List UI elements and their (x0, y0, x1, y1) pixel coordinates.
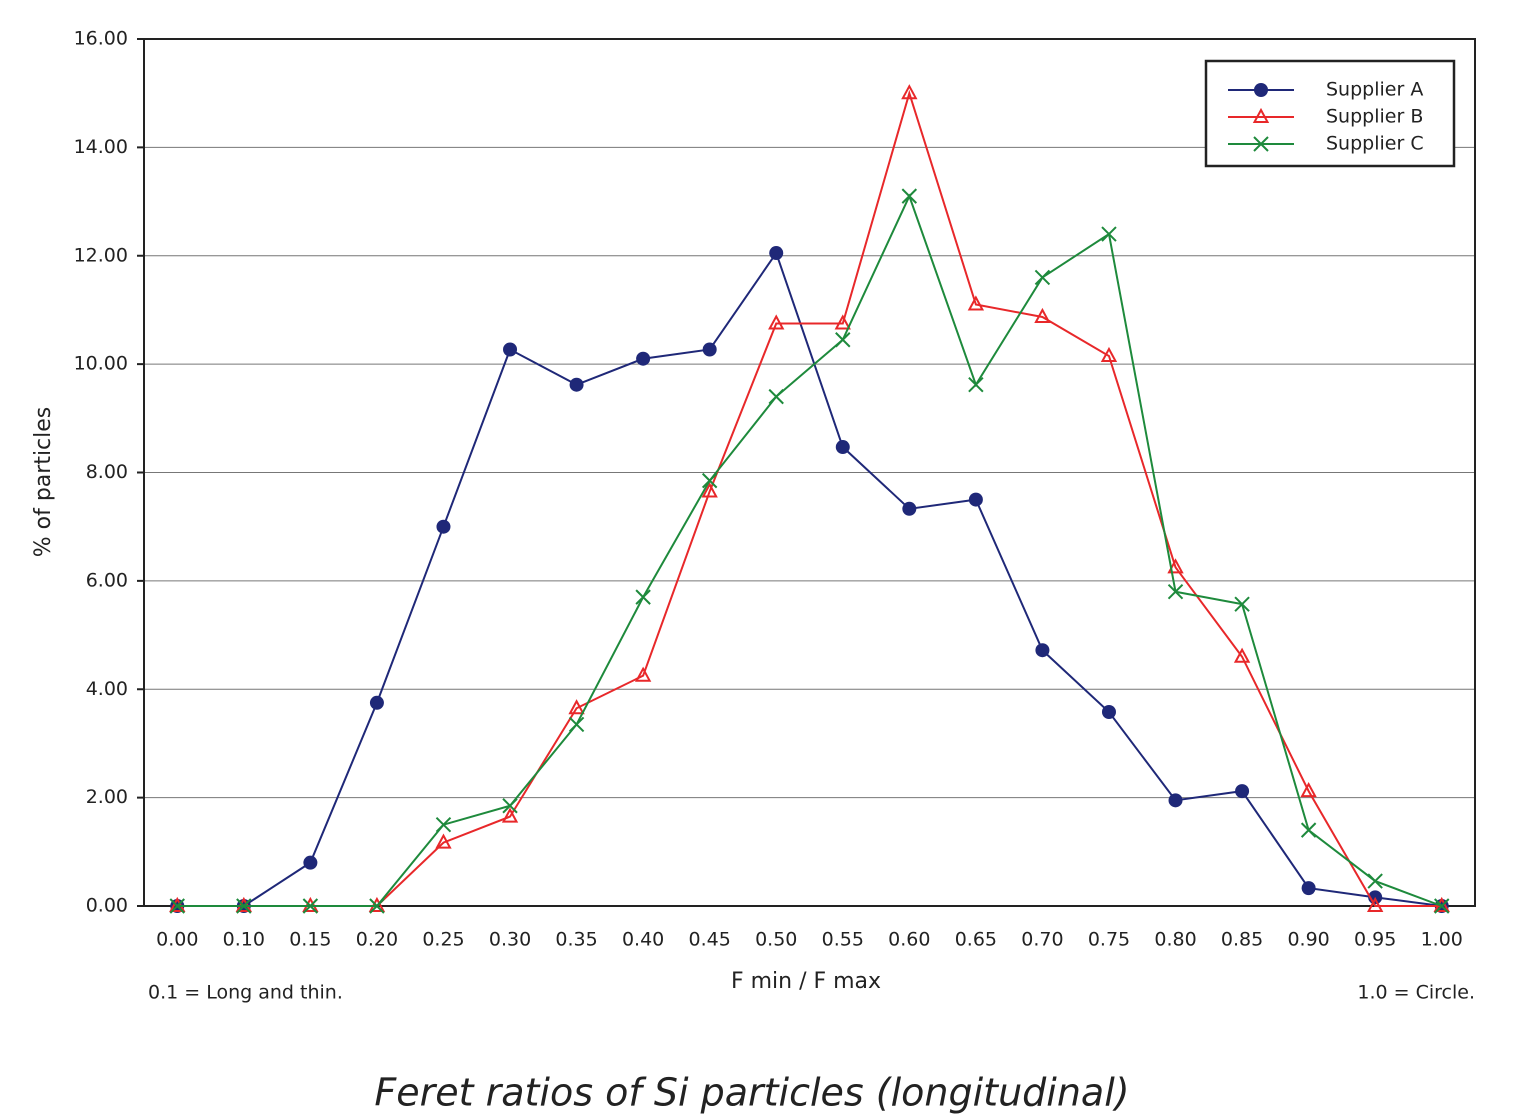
y-tick-label: 0.00 (86, 895, 128, 917)
legend-marker (1254, 83, 1268, 97)
legend-marker (1252, 107, 1270, 123)
y-tick-label: 10.00 (74, 353, 128, 375)
series-line (177, 89, 1442, 907)
marker (1035, 643, 1050, 658)
marker (635, 589, 651, 605)
y-tick-label: 14.00 (74, 136, 128, 158)
x-tick-label: 0.80 (1154, 929, 1196, 951)
x-tick-label: 0.15 (289, 929, 331, 951)
marker (834, 314, 851, 330)
x-tick-label: 0.30 (489, 929, 531, 951)
marker (1434, 898, 1450, 914)
marker (503, 342, 518, 357)
series-line (177, 250, 1442, 907)
y-tick-label: 12.00 (74, 244, 128, 266)
marker (1034, 307, 1051, 323)
marker (568, 699, 585, 715)
x-tick-label: 0.85 (1221, 929, 1263, 951)
x-tick-label: 0.70 (1021, 929, 1063, 951)
marker (835, 332, 851, 348)
marker (1101, 705, 1116, 720)
x-tick-label: 0.25 (422, 929, 464, 951)
y-tick-label: 2.00 (86, 786, 128, 808)
marker (1167, 584, 1184, 600)
marker (835, 440, 850, 455)
marker (1366, 896, 1384, 912)
marker (1233, 647, 1251, 663)
x-tick-label: 0.75 (1088, 929, 1130, 951)
x-tick-label: 0.65 (955, 929, 997, 951)
x-tick-label: 1.00 (1421, 929, 1463, 951)
x-tick-label: 0.10 (223, 929, 265, 951)
y-tick-label: 16.00 (74, 28, 128, 50)
marker (1100, 346, 1118, 362)
annotation: 1.0 = Circle. (1357, 982, 1475, 1004)
x-tick-label: 0.55 (822, 929, 864, 951)
series-line (177, 193, 1443, 907)
marker (1234, 596, 1250, 612)
marker (435, 833, 452, 849)
marker (303, 855, 318, 870)
x-tick-label: 0.35 (555, 929, 597, 951)
marker (569, 377, 584, 392)
x-tick-label: 0.90 (1287, 929, 1329, 951)
marker (369, 695, 384, 710)
marker (369, 898, 385, 914)
annotation: 0.1 = Long and thin. (148, 982, 343, 1004)
marker (1300, 782, 1317, 798)
x-tick-label: 0.20 (356, 929, 398, 951)
x-tick-label: 0.50 (755, 929, 797, 951)
x-tick-label: 0.60 (888, 929, 930, 951)
marker (768, 314, 785, 330)
x-axis-label: F min / F max (731, 969, 881, 994)
marker (1301, 881, 1316, 896)
marker (636, 351, 651, 366)
marker (502, 798, 518, 814)
x-tick-label: 0.00 (156, 929, 198, 951)
marker (967, 295, 985, 311)
chart-title: Feret ratios of Si particles (longitudin… (374, 1071, 1129, 1115)
marker (236, 898, 252, 914)
marker (901, 188, 918, 204)
marker (702, 342, 717, 357)
marker (968, 492, 983, 507)
y-tick-label: 8.00 (86, 461, 128, 483)
marker (1101, 226, 1117, 242)
marker (968, 377, 984, 393)
marker (169, 898, 185, 914)
legend-label: Supplier B (1326, 106, 1423, 128)
marker (634, 666, 652, 682)
marker (768, 388, 784, 405)
marker (1300, 822, 1317, 838)
legend-label: Supplier A (1326, 79, 1423, 101)
marker (901, 84, 918, 100)
marker (1168, 793, 1183, 808)
marker (769, 246, 784, 261)
legend-marker (1253, 136, 1269, 152)
y-tick-label: 4.00 (86, 678, 128, 700)
marker (302, 898, 319, 914)
marker (501, 807, 519, 823)
marker (701, 482, 718, 498)
marker (1034, 269, 1051, 286)
x-tick-label: 0.95 (1354, 929, 1396, 951)
marker (436, 519, 451, 534)
marker (701, 472, 718, 489)
marker (902, 501, 917, 516)
y-axis-label: % of particles (31, 407, 56, 558)
marker (1235, 784, 1250, 799)
x-tick-label: 0.45 (689, 929, 731, 951)
legend-box (1204, 59, 1456, 168)
x-tick-label: 0.40 (622, 929, 664, 951)
plot-frame (143, 38, 1476, 907)
marker (568, 716, 585, 733)
marker (1167, 558, 1184, 574)
y-tick-label: 6.00 (86, 569, 128, 591)
marker (1367, 873, 1383, 889)
legend-label: Supplier C (1326, 133, 1424, 155)
marker (435, 817, 452, 833)
